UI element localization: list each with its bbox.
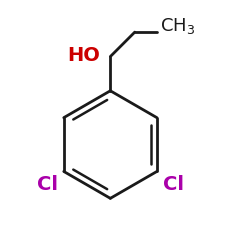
Text: Cl: Cl [163, 175, 184, 194]
Text: Cl: Cl [37, 175, 58, 194]
Text: HO: HO [68, 46, 100, 65]
Text: CH$_3$: CH$_3$ [160, 16, 196, 36]
